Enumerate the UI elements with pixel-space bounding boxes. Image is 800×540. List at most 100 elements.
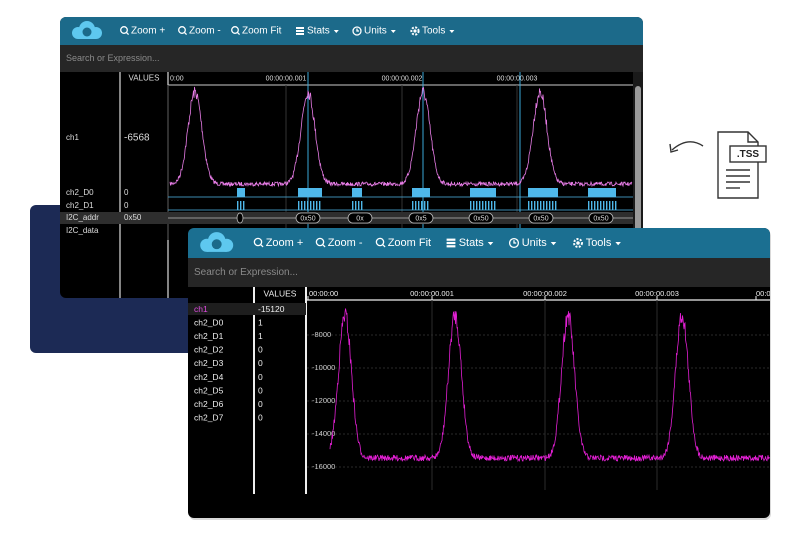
bus-label: 0x50 — [473, 215, 488, 222]
units-icon — [356, 28, 359, 32]
file-fold — [747, 132, 758, 143]
toolbar-button[interactable]: Zoom + — [131, 26, 165, 37]
channel-name: ch2_D6 — [194, 399, 224, 409]
digital-edge — [555, 201, 557, 210]
channel-value: 0 — [258, 385, 263, 395]
digital-edge — [594, 201, 596, 210]
toolbar-button[interactable]: Zoom - — [328, 237, 363, 249]
arrow — [671, 141, 704, 151]
values-header: VALUES — [129, 74, 160, 83]
time-label: 00:00:00 — [309, 289, 338, 298]
bus-label: 0x50 — [300, 215, 315, 222]
dropdown-caret — [449, 30, 455, 33]
digital-edge — [588, 201, 590, 210]
bus-frame — [528, 212, 554, 224]
units-icon — [508, 237, 520, 249]
digital-edge — [473, 201, 475, 210]
toolbar-button[interactable]: Units — [522, 237, 548, 249]
tools-icon — [413, 29, 417, 33]
channel-value: 0 — [124, 201, 129, 210]
y-label: -16000 — [312, 462, 335, 471]
waveform — [169, 86, 633, 188]
time-label: 00:00:00.001 — [266, 75, 307, 82]
channel-name: I2C_addr — [66, 213, 99, 222]
tools-icon — [576, 241, 580, 245]
channel-name: ch2_D3 — [194, 358, 224, 368]
bus-frame — [588, 212, 614, 224]
digital-edge — [358, 201, 360, 210]
search-bar — [188, 258, 770, 287]
channel-name: ch2_D5 — [194, 385, 224, 395]
bus-label: 0x50 — [533, 215, 548, 222]
toolbar-button[interactable]: Tools — [422, 26, 445, 37]
tools-icon — [573, 238, 583, 248]
digital-edge — [609, 201, 611, 210]
search-bar — [60, 45, 643, 72]
digital-edge — [470, 201, 472, 210]
channel-name: ch2_D0 — [66, 188, 94, 197]
digital-edge — [361, 201, 363, 210]
time-label: 00:00:00.001 — [410, 289, 454, 298]
units-icon — [513, 240, 517, 244]
logo-badge — [211, 239, 222, 250]
digital-edge — [546, 201, 548, 210]
channel-value: 1 — [258, 331, 263, 341]
bus-frame — [236, 212, 244, 224]
toolbar-button[interactable]: Zoom Fit — [388, 237, 431, 249]
toolbar-button[interactable]: Units — [364, 26, 387, 37]
bus-label: 0x5 — [415, 215, 426, 222]
time-label: 00:00 — [756, 289, 775, 298]
channel-value: 0 — [258, 399, 263, 409]
toolbar — [188, 228, 770, 258]
channel-value: -15120 — [258, 304, 285, 314]
dropdown-caret — [487, 242, 494, 246]
search-placeholder[interactable]: Search or Expression... — [194, 267, 298, 278]
zoom-icon — [183, 31, 188, 36]
stats-icon — [446, 238, 456, 241]
digital-edge — [307, 201, 309, 210]
digital-block — [298, 188, 322, 197]
digital-edge — [491, 201, 493, 210]
logo-badge — [82, 27, 92, 37]
digital-edge — [552, 201, 554, 210]
bus-frame — [468, 212, 494, 224]
zoom-icon — [382, 244, 386, 248]
toolbar-button[interactable]: Zoom + — [266, 237, 304, 249]
zoom-icon — [120, 26, 128, 34]
toolbar-button[interactable]: Stats — [459, 237, 485, 249]
digital-edge — [482, 201, 484, 210]
channel-name: ch2_D7 — [194, 413, 224, 423]
digital-edge — [298, 201, 300, 210]
search-placeholder[interactable]: Search or Expression... — [66, 53, 160, 63]
digital-block — [528, 188, 558, 197]
zoom-icon — [231, 26, 239, 34]
channel-value: 1 — [258, 317, 263, 327]
toolbar-button[interactable]: Zoom - — [189, 26, 221, 37]
toolbar-button[interactable]: Zoom Fit — [242, 26, 282, 37]
channel-name: ch1 — [66, 133, 79, 142]
digital-block — [470, 188, 496, 197]
digital-edge — [352, 201, 354, 210]
digital-edge — [528, 201, 530, 210]
y-label: -14000 — [312, 429, 335, 438]
channel-name: I2C_data — [66, 226, 99, 235]
toolbar-button[interactable]: Stats — [307, 26, 330, 37]
digital-edge — [427, 201, 429, 210]
digital-edge — [237, 201, 239, 210]
digital-edge — [412, 201, 414, 210]
units-icon — [352, 26, 362, 36]
tools-icon — [410, 26, 420, 36]
bus-frame — [408, 212, 434, 224]
digital-edge — [488, 201, 490, 210]
channel-value: 0 — [258, 358, 263, 368]
y-label: -8000 — [312, 330, 331, 339]
toolbar-button[interactable]: Tools — [586, 237, 612, 249]
zoom-icon — [253, 237, 263, 247]
waveform — [329, 308, 770, 463]
digital-edge — [549, 201, 551, 210]
front-window: Zoom + Zoom - Zoom Fit Stats Units Tools Searc… — [188, 228, 775, 518]
time-label: 00:00:00.003 — [497, 75, 538, 82]
digital-edge — [543, 201, 545, 210]
digital-edge — [415, 201, 417, 210]
digital-edge — [240, 201, 242, 210]
